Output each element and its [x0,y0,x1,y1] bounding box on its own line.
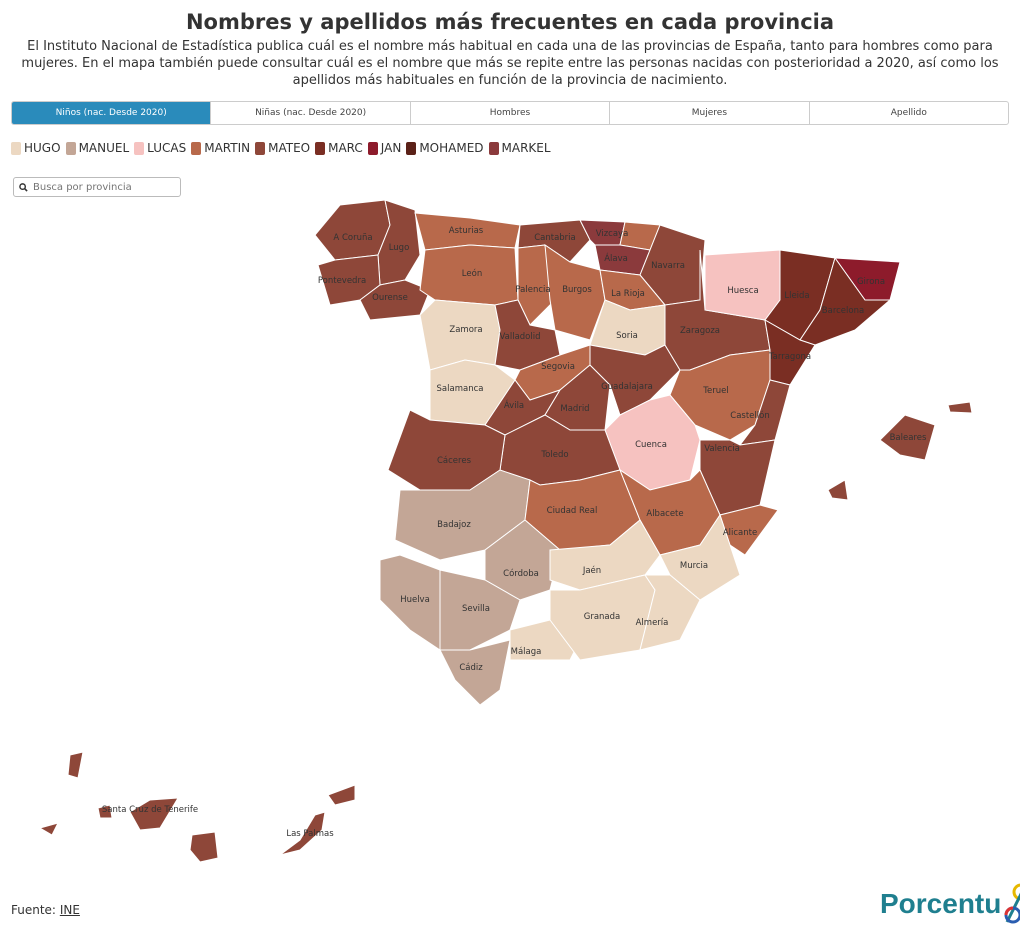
tab-apellido[interactable]: Apellido [890,108,927,118]
province-shape[interactable] [67,751,84,779]
province[interactable] [314,199,391,261]
legend-swatch [11,141,21,155]
province[interactable] [544,243,606,341]
legend-item[interactable]: MATEO [255,141,310,155]
legend-item[interactable]: MOHAMED [406,141,484,155]
legend-item[interactable]: MARKEL [488,141,551,155]
legend-label: JAN [380,141,402,155]
province[interactable] [827,401,973,501]
province-shape[interactable] [947,401,973,414]
porcentual-logo: Porcentu [880,882,1020,926]
province-shape[interactable] [414,212,521,251]
tab-mujeres[interactable]: Mujeres [610,102,810,124]
legend-label: MANUEL [78,141,130,155]
legend-label: HUGO [24,141,61,155]
search-input[interactable] [33,181,173,193]
province-shape[interactable] [419,299,501,371]
tab-ninas[interactable]: Niñas (nac. Desde 2020) [211,102,411,124]
legend-swatch [488,141,499,155]
legend: HUGO MANUEL LUCAS MARTIN MATEO MARC JAN MOHAMED… [11,141,551,155]
search-icon [19,182,28,192]
legend-item[interactable]: MANUEL [65,141,130,155]
province-shape[interactable] [544,243,606,341]
province[interactable] [439,639,511,706]
province[interactable] [704,249,781,321]
province-shape[interactable] [439,639,511,706]
province[interactable] [517,244,556,326]
legend-swatch [315,141,326,155]
legend-label: MARKEL [501,141,551,155]
province[interactable] [549,519,661,591]
legend-item[interactable]: MARC [315,141,363,155]
legend-label: LUCAS [147,141,187,155]
search-box[interactable] [13,177,181,197]
province-shape[interactable] [38,822,59,836]
province-shape[interactable] [827,479,849,501]
legend-item[interactable]: LUCAS [134,141,186,155]
province[interactable] [38,751,179,836]
page-subtitle: El Instituto Nacional de Estadística pub… [21,39,999,88]
legend-item[interactable]: HUGO [11,141,61,155]
province[interactable] [414,212,521,251]
province[interactable] [639,574,701,651]
province[interactable] [189,784,356,863]
legend-swatch [367,141,378,155]
tab-ninos[interactable]: Niños (nac. Desde 2020) [12,102,212,124]
province-shape[interactable] [879,414,936,461]
province-shape[interactable] [314,199,391,261]
province-shape[interactable] [419,244,519,306]
logo-percent-icon [1004,883,1020,924]
legend-label: MOHAMED [419,141,484,155]
legend-item[interactable]: JAN [367,141,402,155]
legend-swatch [65,141,76,155]
province-shape[interactable] [97,804,113,819]
province[interactable] [379,554,441,651]
province-shape[interactable] [704,249,781,321]
province-shape[interactable] [327,784,356,806]
province-shape[interactable] [129,797,179,831]
legend-swatch [255,141,266,155]
legend-label: MARTIN [204,141,251,155]
tab-hombres[interactable]: Hombres [411,102,611,124]
province[interactable] [419,244,519,306]
legend-swatch [191,141,202,155]
legend-label: MATEO [268,141,311,155]
legend-swatch [406,141,417,155]
legend-label: MARC [328,141,363,155]
province-shape[interactable] [549,519,661,591]
province-shape[interactable] [639,574,701,651]
source-link[interactable]: INE [59,903,80,917]
province-shape[interactable] [189,831,219,863]
page-title: Nombres y apellidos más frecuentes en ca… [185,10,835,34]
source-label: Fuente: [11,903,56,917]
tab-bar: Niños (nac. Desde 2020) Niñas (nac. Desd… [11,101,1009,125]
province-shape[interactable] [517,244,556,326]
legend-item[interactable]: MARTIN [191,141,250,155]
source: Fuente: INE [11,903,80,917]
legend-swatch [134,141,145,155]
province-shape[interactable] [379,554,441,651]
province[interactable] [419,299,501,371]
province-shape[interactable] [279,811,326,856]
